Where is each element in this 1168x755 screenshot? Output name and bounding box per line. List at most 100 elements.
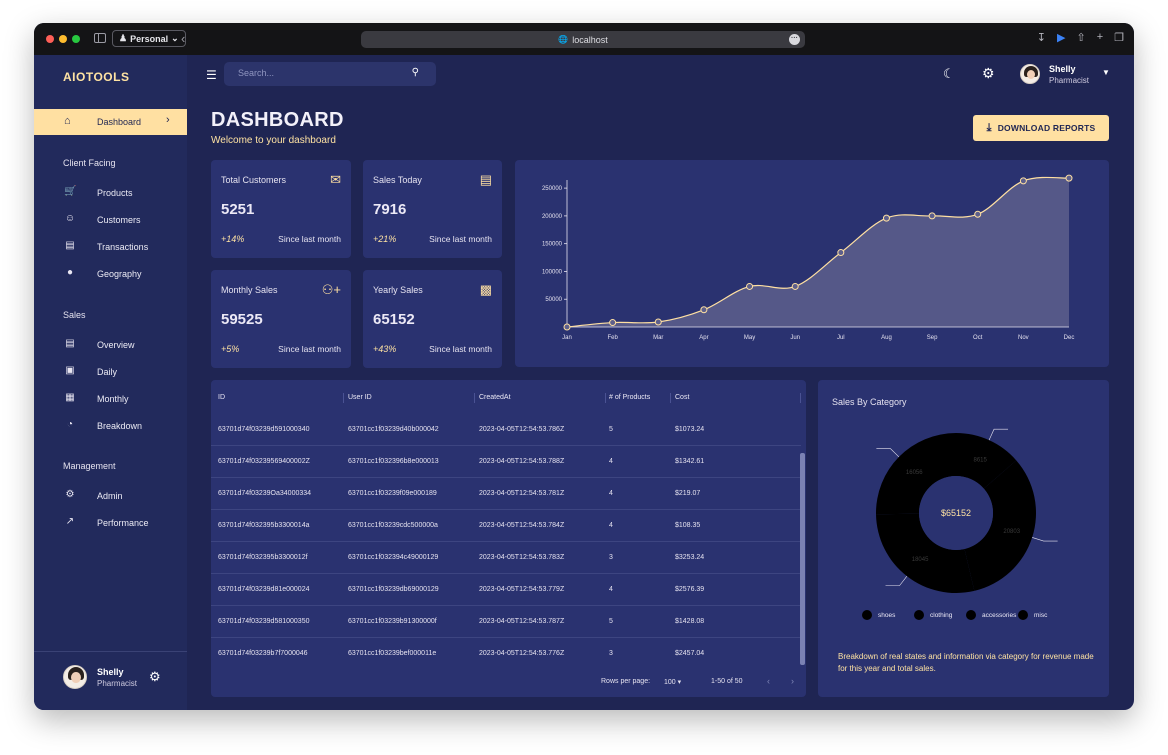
stat-since: Since last month (429, 234, 492, 244)
stat-since: Since last month (278, 344, 341, 354)
table-row[interactable]: 63701d74f03239b7f7000046 63701cc1f03239be… (211, 638, 805, 670)
cell-created-at: 2023-04-05T12:54:53.783Z (479, 554, 565, 561)
slice-value-label: 20803 (1003, 529, 1020, 535)
sidebar-item-daily[interactable]: ▣ Daily (34, 362, 187, 382)
more-icon[interactable]: ··· (789, 34, 800, 45)
next-page-icon[interactable]: › (791, 676, 794, 686)
dark-mode-icon[interactable]: ☾ (943, 66, 955, 81)
table-row[interactable]: 63701d74f03239569400002Z 63701cc1f032396b… (211, 446, 805, 478)
cell-cost: $1342.61 (675, 458, 705, 465)
table-row[interactable]: 63701d74f03239Oa34000334 63701cc1f03239f0… (211, 478, 805, 510)
download-icon[interactable]: ↧ (1036, 32, 1046, 44)
minimize-window-button[interactable] (59, 35, 67, 43)
x-tick-label: Mar (653, 335, 663, 341)
back-icon[interactable]: ‹ (181, 31, 186, 46)
maximize-window-button[interactable] (72, 35, 80, 43)
cell-user-id: 63701cc1f032396b8e000013 (348, 458, 439, 465)
page-title: DASHBOARD (211, 109, 344, 131)
stat-card-yearly-sales: Yearly Sales ▩ 65152 +43% Since last mon… (363, 270, 502, 368)
column-header-cost[interactable]: Cost (675, 394, 690, 401)
cell-id: 63701d74f03239b7f7000046 (218, 650, 308, 657)
section-sales: Sales (63, 310, 86, 320)
cell-user-id: 63701cc1f03239f09e000189 (348, 490, 437, 497)
x-tick-label: Sep (927, 335, 938, 341)
legend-label: shoes (878, 611, 896, 619)
sidebar-toggle-icon[interactable] (94, 33, 106, 43)
x-tick-label: Jun (790, 335, 800, 341)
tab-overview-icon[interactable]: ❐ (1114, 32, 1124, 44)
column-separator (343, 393, 344, 403)
rows-per-page-select[interactable]: 100 ▾ (664, 678, 681, 686)
stat-change: +21% (373, 234, 397, 244)
new-tab-icon[interactable]: + (1096, 31, 1104, 43)
sidebar-item-dashboard[interactable]: ⌂ Dashboard › (34, 109, 187, 135)
legend-item-clothing[interactable]: clothing (914, 610, 952, 620)
stat-value: 7916 (373, 201, 407, 218)
sidebar-item-products[interactable]: 🛒 Products (34, 183, 187, 203)
cell-id: 63701d74f03239d81e000024 (218, 586, 310, 593)
user-role: Pharmacist (97, 679, 138, 688)
caret-down-icon[interactable]: ▼ (1102, 68, 1110, 77)
settings-icon[interactable]: ⚙ (149, 669, 161, 684)
download-reports-label: DOWNLOAD REPORTS (997, 123, 1096, 133)
scrollbar[interactable] (800, 453, 805, 665)
donut-chart-svg: 8615 20803 18045 16056 $65152 (876, 428, 1058, 593)
table-row[interactable]: 63701d74f032395b3300012f 63701cc1f032394c… (211, 542, 805, 574)
cell-created-at: 2023-04-05T12:54:53.788Z (479, 458, 565, 465)
close-window-button[interactable] (46, 35, 54, 43)
sidebar-item-admin[interactable]: ⚙ Admin (34, 486, 187, 506)
sidebar-item-geography[interactable]: ● Geography (34, 264, 187, 284)
prev-page-icon[interactable]: ‹ (767, 676, 770, 686)
download-reports-button[interactable]: ⤓ DOWNLOAD REPORTS (973, 115, 1109, 141)
sidebar-item-performance[interactable]: ↗ Performance (34, 513, 187, 533)
cell-user-id: 63701cc1f03239b91300000f (348, 618, 437, 625)
cell-id: 63701d74f03239Oa34000334 (218, 490, 312, 497)
sidebar-item-label: Geography (97, 269, 142, 279)
menu-icon[interactable]: ☰ (206, 68, 217, 82)
user-name: Shelly (97, 667, 124, 677)
address-bar[interactable]: 🌐 localhost ··· (361, 31, 805, 48)
slice-value-label: 18045 (912, 557, 929, 563)
stat-since: Since last month (429, 344, 492, 354)
column-header-user-id[interactable]: User ID (348, 394, 372, 401)
legend-dot (966, 610, 976, 620)
leader-line (1032, 537, 1058, 542)
sidebar-item-monthly[interactable]: ▦ Monthly (34, 389, 187, 409)
table-row[interactable]: 63701d74f03239d81e000024 63701cc1f03239db… (211, 574, 805, 606)
table-row[interactable]: 63701d74f03239d581000350 63701cc1f03239b9… (211, 606, 805, 638)
stat-title: Yearly Sales (373, 285, 423, 295)
search-icon[interactable]: ⚲ (411, 67, 419, 78)
browser-window: ♟ Personal ⌄ ‹ 🌐 localhost ··· ↧ ▶ ⇧ + ❐… (34, 23, 1134, 710)
browser-profile-label: Personal (130, 33, 169, 44)
share-icon[interactable]: ⇧ (1076, 32, 1086, 44)
caret-down-icon: ▾ (677, 679, 682, 686)
rows-per-page-value: 100 (664, 679, 676, 686)
table-row[interactable]: 63701d74f032395b3300014a 63701cc1f03239cd… (211, 510, 805, 542)
search-input[interactable] (238, 68, 398, 78)
sidebar-item-label: Daily (97, 367, 118, 377)
browser-profile-button[interactable]: ♟ Personal ⌄ (112, 30, 186, 47)
column-header-created-at[interactable]: CreatedAt (479, 394, 511, 401)
settings-icon[interactable]: ⚙ (982, 65, 995, 81)
legend-item-accessories[interactable]: accessories (966, 610, 1016, 620)
sidebar-item-transactions[interactable]: ▤ Transactions (34, 237, 187, 257)
section-client-facing: Client Facing (63, 158, 116, 168)
sidebar-item-breakdown[interactable]: ◔ Breakdown (34, 416, 187, 436)
legend-item-shoes[interactable]: shoes (862, 610, 895, 620)
stat-value: 65152 (373, 311, 415, 328)
stat-value: 59525 (221, 311, 263, 328)
table-row[interactable]: 63701d74f03239d591000340 63701cc1f03239d4… (211, 414, 805, 446)
pie-chart-title: Sales By Category (832, 397, 907, 407)
legend-item-misc[interactable]: misc (1018, 610, 1047, 620)
sidebar-item-label: Performance (97, 518, 149, 528)
sidebar-item-overview[interactable]: ▤ Overview (34, 335, 187, 355)
stat-change: +43% (373, 344, 397, 354)
avatar (1020, 64, 1040, 84)
column-header-products[interactable]: # of Products (609, 394, 651, 401)
sidebar-item-customers[interactable]: ☺ Customers (34, 210, 187, 230)
y-tick-label: 100000 (542, 269, 563, 275)
column-header-id[interactable]: ID (218, 394, 225, 401)
extension-icon[interactable]: ▶ (1057, 32, 1066, 44)
topbar-user[interactable]: Shelly Pharmacist (1020, 64, 1089, 85)
traffic-icon: ▩ (479, 282, 492, 297)
